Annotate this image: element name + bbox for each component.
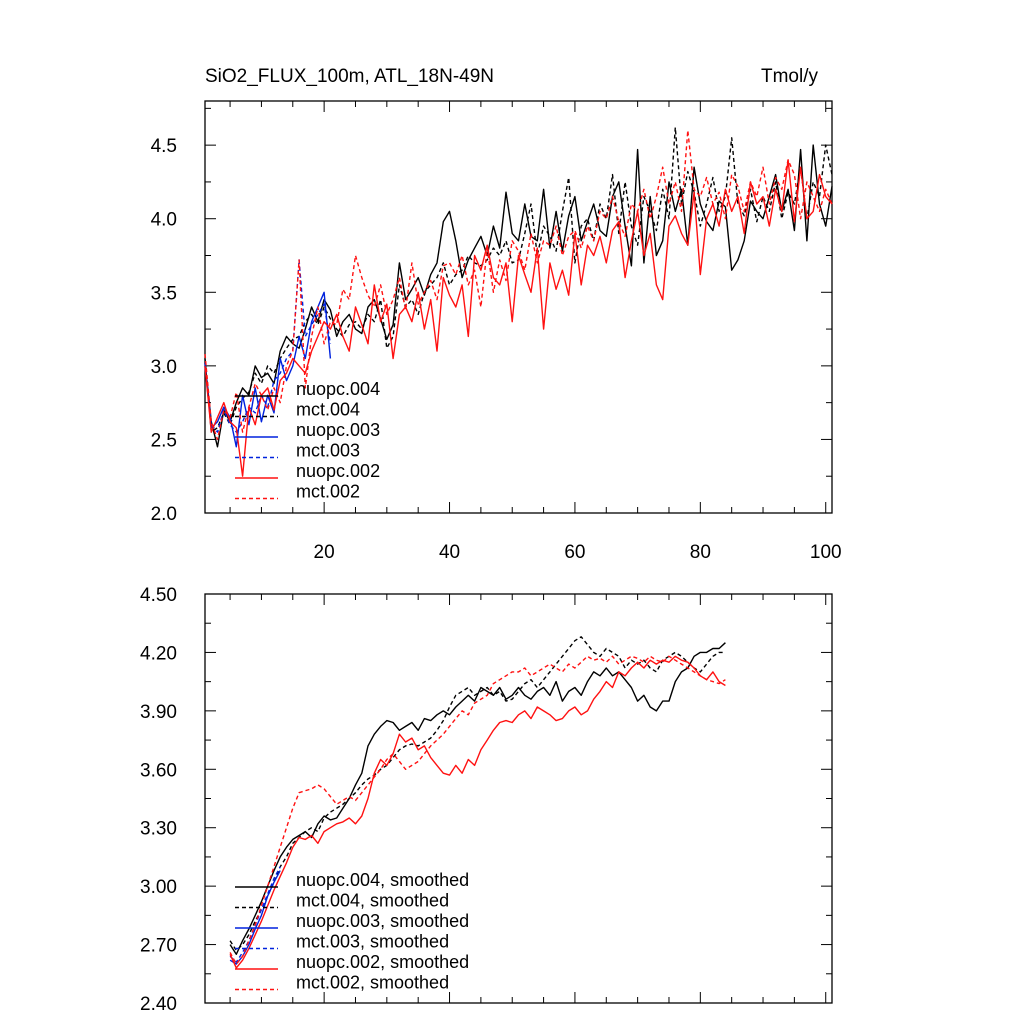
- top-panel: SiO2_FLUX_100m, ATL_18N-49N Tmol/y 20 40 6…: [151, 66, 842, 563]
- y-tick-label: 3.60: [140, 760, 177, 781]
- series-line-mct-002: [204, 129, 833, 441]
- legend-label: mct.004, smoothed: [296, 891, 449, 911]
- y-tick-label: 2.70: [140, 936, 177, 957]
- series-line-mct-002-smoothed: [229, 655, 726, 965]
- y-tick-label: 4.0: [151, 210, 177, 231]
- y-tick-label: 3.00: [140, 877, 177, 898]
- series-line-nuopc-002-smoothed: [229, 655, 726, 969]
- legend-label: nuopc.004: [296, 379, 380, 399]
- chart-title: SiO2_FLUX_100m, ATL_18N-49N: [205, 66, 494, 87]
- legend-label: mct.002: [296, 482, 360, 502]
- legend-label: nuopc.002, smoothed: [296, 952, 469, 972]
- legend-label: mct.003: [296, 441, 360, 461]
- series-line-nuopc-004-smoothed: [229, 642, 726, 955]
- chart-units: Tmol/y: [761, 66, 819, 87]
- series-line-nuopc-002: [204, 159, 833, 477]
- bottom-panel: 2.40 2.70 3.00 3.30 3.60 3.90 4.20 4.50 nuopc.00…: [140, 585, 833, 1015]
- x-tick-label: 60: [564, 542, 585, 563]
- y-tick-label: 2.5: [151, 430, 177, 451]
- legend-label: mct.002, smoothed: [296, 973, 449, 993]
- x-tick-label: 80: [690, 542, 711, 563]
- legend-label: mct.003, smoothed: [296, 932, 449, 952]
- legend-label: nuopc.004, smoothed: [296, 870, 469, 890]
- legend-label: nuopc.003: [296, 420, 380, 440]
- y-tick-label: 3.90: [140, 702, 177, 723]
- y-tick-label: 2.0: [151, 504, 177, 525]
- y-tick-label: 4.20: [140, 643, 177, 664]
- legend-label: nuopc.002: [296, 461, 380, 481]
- x-tick-label: 20: [314, 542, 335, 563]
- x-tick-label: 40: [439, 542, 460, 563]
- legend-label: mct.004: [296, 400, 360, 420]
- y-tick-label: 4.50: [140, 585, 177, 606]
- x-tick-label: 100: [810, 542, 842, 563]
- y-tick-label: 3.5: [151, 283, 177, 304]
- y-tick-label: 4.5: [151, 136, 177, 157]
- y-tick-label: 2.40: [140, 994, 177, 1015]
- y-tick-label: 3.30: [140, 819, 177, 840]
- series-line-nuopc-004: [204, 144, 833, 448]
- y-tick-label: 3.0: [151, 357, 177, 378]
- series-line-mct-003: [204, 259, 332, 433]
- plot-frame: [204, 100, 833, 514]
- legend-label: nuopc.003, smoothed: [296, 911, 469, 931]
